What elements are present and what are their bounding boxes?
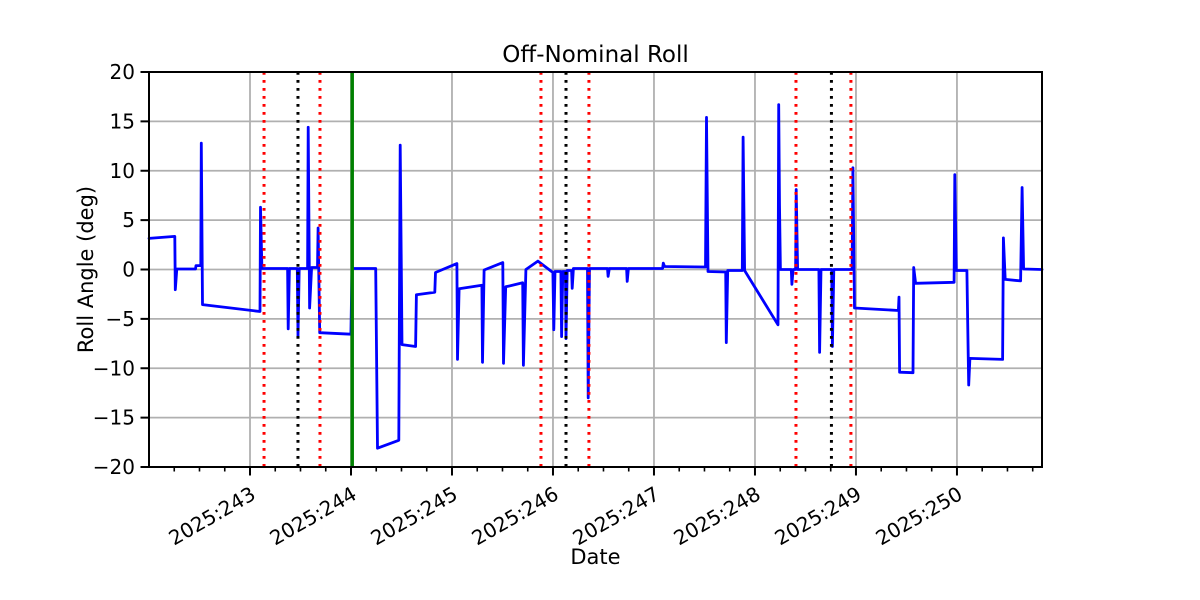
event-line-layer	[262, 72, 853, 467]
x-tick-label: 2025:245	[367, 482, 462, 551]
axes-layer	[140, 71, 1043, 476]
y-tick-label: −20	[93, 455, 135, 479]
y-tick-label: −10	[93, 356, 135, 380]
x-tick-label: 2025:246	[468, 482, 563, 551]
data-layer	[147, 103, 1044, 450]
tick-label-layer: 2025:243 2025:244 2025:245 2025:246 2025:247…	[93, 60, 967, 550]
y-tick-label: 15	[110, 109, 135, 133]
chart-title: Off-Nominal Roll	[502, 42, 689, 68]
y-tick-label: −15	[93, 406, 135, 430]
data-line-roll	[147, 103, 1044, 450]
x-tick-label: 2025:248	[669, 482, 764, 551]
x-tick-label: 2025:249	[770, 482, 865, 551]
y-axis-label: Roll Angle (deg)	[74, 186, 98, 353]
y-tick-label: −5	[106, 307, 135, 331]
x-tick-label: 2025:243	[165, 482, 260, 551]
x-tick-label: 2025:244	[266, 482, 361, 551]
x-tick-label: 2025:247	[569, 482, 664, 551]
y-tick-label: 20	[110, 60, 135, 84]
x-tick-label: 2025:250	[871, 482, 966, 551]
x-axis-label: Date	[570, 545, 620, 569]
y-tick-label: 0	[122, 258, 135, 282]
y-tick-label: 5	[122, 208, 135, 232]
y-tick-label: 10	[110, 159, 135, 183]
